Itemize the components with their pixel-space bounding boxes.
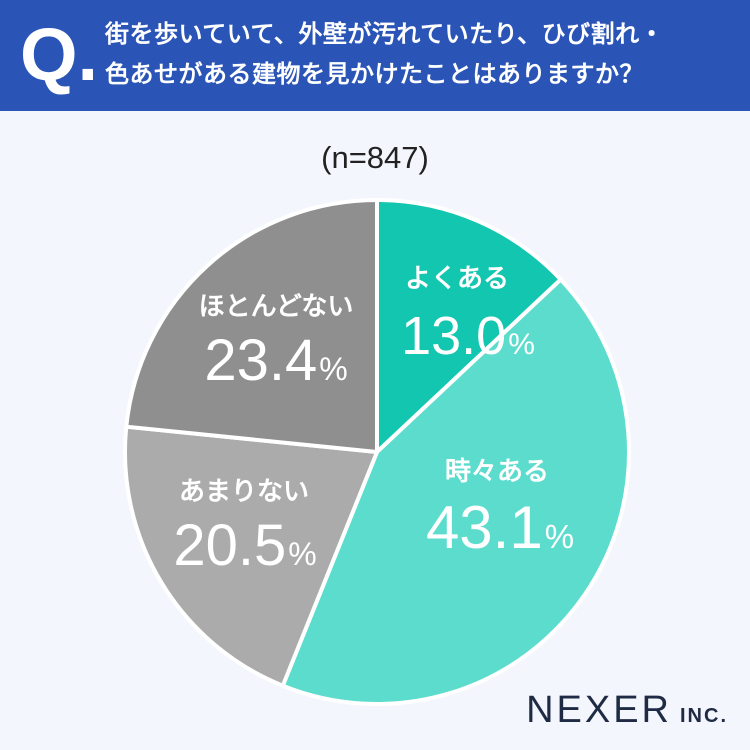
sample-size: (n=847) xyxy=(321,140,429,175)
slice-label-4: ほとんどない xyxy=(199,292,354,322)
slice-label-2: 時々ある xyxy=(445,457,549,487)
pie-slice-2 xyxy=(280,277,631,706)
slice-value-2: 43.1% xyxy=(426,494,574,561)
slice-label-3: あまりない xyxy=(179,477,309,507)
brand-logo: NEXER INC. xyxy=(526,689,728,732)
pie-slice-3 xyxy=(123,424,379,688)
brand-suffix: INC. xyxy=(680,705,728,727)
question-header: Q. 街を歩いていて、外壁が汚れていたり、ひび割れ・ 色あせがある建物を見かけた… xyxy=(0,0,750,111)
slice-value-3: 20.5% xyxy=(173,513,316,578)
question-line-1: 街を歩いていて、外壁が汚れていたり、ひび割れ・ xyxy=(105,20,665,48)
question-line-2: 色あせがある建物を見かけたことはありますか？ xyxy=(105,60,644,88)
pie-slice-1 xyxy=(375,198,563,454)
slice-value-4: 23.4% xyxy=(204,328,347,393)
slice-label-1: よくある xyxy=(405,264,509,294)
question-mark: Q. xyxy=(20,13,99,96)
brand-name: NEXER xyxy=(526,689,672,731)
slice-value-1: 13.0% xyxy=(401,306,535,366)
pie-slice-4 xyxy=(124,198,379,454)
question-text: 街を歩いていて、外壁が汚れていたり、ひび割れ・ 色あせがある建物を見かけたことは… xyxy=(105,14,745,94)
